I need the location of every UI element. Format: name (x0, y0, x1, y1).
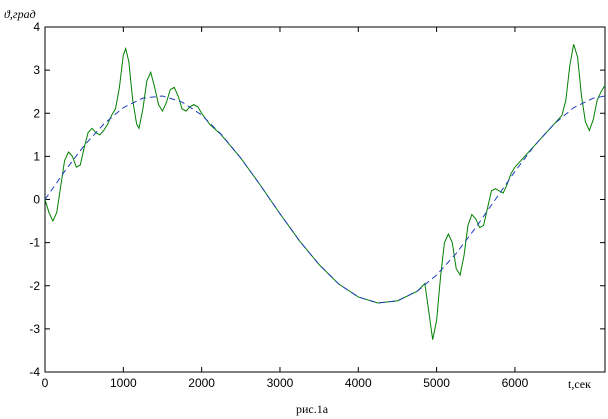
y-axis-label: ϑ,град (4, 7, 36, 21)
y-tick-label: -2 (29, 279, 40, 293)
y-tick-label: 0 (33, 193, 40, 207)
x-tick-label: 4000 (345, 376, 372, 390)
y-tick-label: 1 (33, 149, 40, 163)
x-axis-label: t,сек (568, 377, 591, 391)
x-tick-label: 5000 (423, 376, 450, 390)
y-tick-label: -1 (29, 236, 40, 250)
caption: рис.1а (296, 402, 329, 416)
series-line (44, 95, 606, 304)
y-tick-label: -3 (29, 322, 40, 336)
y-tick-label: -4 (29, 365, 40, 379)
y-tick-label: 2 (33, 106, 40, 120)
x-tick-label: 2000 (188, 376, 215, 390)
x-tick-label: 6000 (502, 376, 529, 390)
x-tick-label: 3000 (267, 376, 294, 390)
x-tick-label: 0 (42, 376, 49, 390)
x-tick-label: 1000 (110, 376, 137, 390)
y-tick-label: 4 (33, 20, 40, 34)
y-tick-label: 3 (33, 63, 40, 77)
